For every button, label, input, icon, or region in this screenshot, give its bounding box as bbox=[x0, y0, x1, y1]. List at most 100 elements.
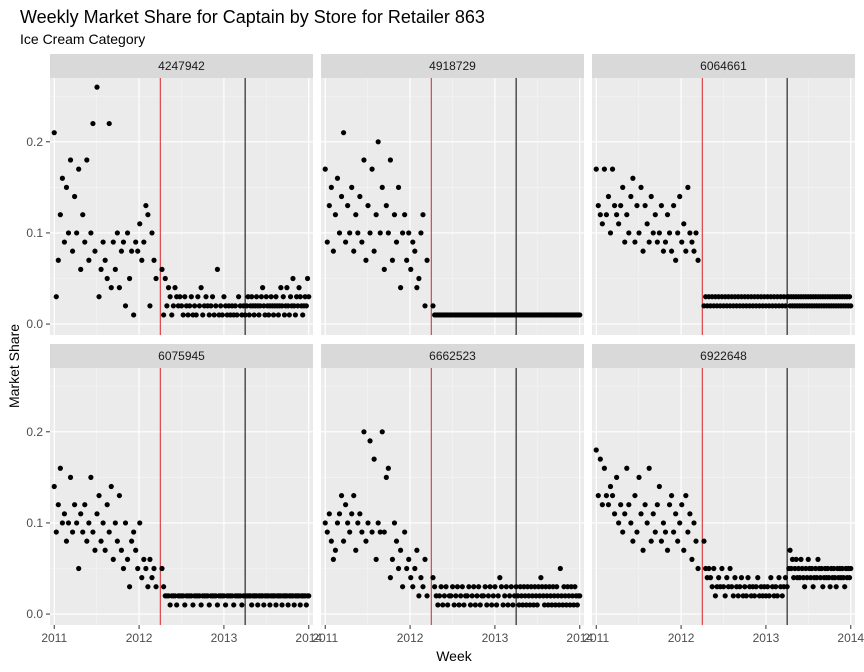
data-point bbox=[432, 584, 438, 590]
data-point bbox=[355, 520, 361, 526]
data-point bbox=[234, 312, 240, 318]
data-point bbox=[607, 230, 614, 236]
data-point bbox=[74, 520, 80, 526]
data-point bbox=[632, 492, 638, 499]
data-point bbox=[55, 257, 61, 263]
data-point bbox=[114, 538, 120, 544]
data-point bbox=[574, 602, 580, 608]
data-point bbox=[644, 221, 650, 227]
x-tick-label: 2014 bbox=[837, 631, 864, 645]
data-point bbox=[628, 520, 634, 526]
data-point bbox=[595, 492, 601, 499]
data-point bbox=[693, 538, 699, 544]
data-point bbox=[367, 230, 373, 236]
data-point bbox=[120, 565, 127, 572]
data-point bbox=[814, 575, 820, 581]
data-point bbox=[764, 584, 771, 590]
data-point bbox=[842, 584, 848, 590]
data-point bbox=[503, 584, 509, 590]
x-tick-label: 2013 bbox=[211, 631, 238, 645]
data-point bbox=[599, 221, 605, 227]
data-point bbox=[812, 565, 819, 572]
data-point bbox=[640, 248, 646, 254]
data-point bbox=[187, 303, 193, 309]
data-point bbox=[330, 556, 336, 562]
data-point bbox=[169, 312, 175, 318]
data-point bbox=[381, 266, 387, 272]
data-point bbox=[345, 520, 351, 526]
data-point bbox=[295, 303, 301, 309]
data-point bbox=[389, 257, 396, 263]
data-point bbox=[106, 529, 112, 535]
data-point bbox=[242, 312, 248, 318]
data-point bbox=[102, 257, 108, 263]
data-point bbox=[624, 465, 630, 471]
data-point bbox=[82, 239, 88, 245]
data-point bbox=[685, 184, 691, 190]
data-point bbox=[422, 303, 428, 309]
data-point bbox=[141, 556, 147, 562]
data-point bbox=[51, 130, 57, 136]
data-point bbox=[820, 584, 826, 590]
data-point bbox=[467, 602, 474, 608]
data-point bbox=[662, 529, 669, 535]
data-point bbox=[80, 212, 86, 218]
data-point bbox=[304, 275, 311, 282]
data-point bbox=[297, 294, 303, 300]
data-point bbox=[170, 303, 176, 309]
data-point bbox=[86, 257, 92, 263]
facet-strip-label: 4247942 bbox=[158, 59, 205, 73]
data-point bbox=[63, 538, 70, 544]
data-point bbox=[743, 593, 749, 599]
data-point bbox=[779, 593, 785, 599]
data-point bbox=[106, 120, 112, 127]
data-point bbox=[297, 602, 303, 608]
data-point bbox=[385, 465, 391, 471]
data-point bbox=[810, 584, 816, 590]
data-point bbox=[129, 538, 135, 544]
data-point bbox=[343, 502, 349, 508]
data-point bbox=[805, 556, 811, 562]
data-point bbox=[214, 602, 221, 608]
data-point bbox=[351, 492, 357, 499]
data-point bbox=[469, 593, 475, 599]
data-point bbox=[656, 230, 662, 236]
data-point bbox=[544, 593, 550, 599]
data-point bbox=[539, 584, 545, 590]
data-point bbox=[795, 565, 802, 572]
data-point bbox=[334, 175, 341, 181]
data-point bbox=[383, 202, 389, 209]
x-tick-label: 2014 bbox=[295, 631, 322, 645]
data-point bbox=[324, 529, 330, 535]
data-point bbox=[521, 584, 527, 590]
data-point bbox=[328, 538, 334, 544]
data-point bbox=[660, 520, 667, 526]
data-point bbox=[363, 538, 369, 544]
data-point bbox=[522, 593, 528, 599]
data-point bbox=[566, 593, 572, 599]
data-point bbox=[290, 275, 296, 282]
data-point bbox=[593, 447, 599, 453]
data-point bbox=[601, 465, 607, 471]
data-point bbox=[846, 575, 853, 581]
data-point bbox=[387, 157, 393, 163]
data-point bbox=[804, 575, 810, 581]
data-point bbox=[406, 230, 412, 236]
data-point bbox=[652, 212, 658, 218]
data-point bbox=[689, 239, 695, 245]
data-point bbox=[555, 593, 561, 599]
data-point bbox=[345, 202, 351, 209]
data-point bbox=[466, 584, 472, 590]
facet-panels: 4247942 0.0 0.1 0.2 4918729 6064661 6075945 0.0… bbox=[26, 54, 864, 645]
data-point bbox=[510, 602, 516, 608]
data-point bbox=[742, 584, 748, 590]
data-point bbox=[361, 429, 367, 435]
data-point bbox=[59, 175, 65, 181]
data-point bbox=[797, 575, 803, 581]
data-point bbox=[453, 593, 459, 599]
x-tick-label: 2012 bbox=[126, 631, 153, 645]
data-point bbox=[614, 212, 620, 218]
data-point bbox=[648, 193, 654, 200]
data-point bbox=[825, 565, 831, 572]
data-point bbox=[638, 184, 644, 190]
